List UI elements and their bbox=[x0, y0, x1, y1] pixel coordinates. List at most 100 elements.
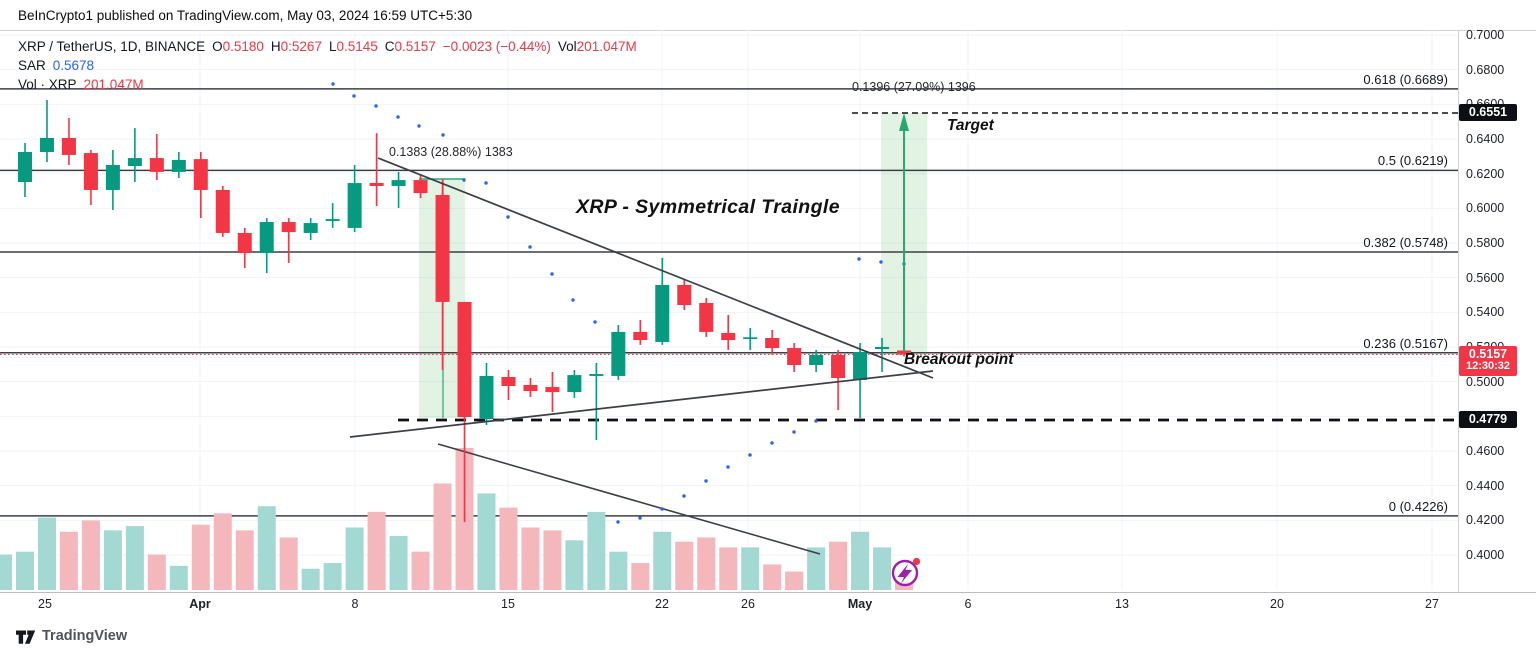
candle-body bbox=[259, 222, 274, 254]
fib-level-label: 0 (0.4226) bbox=[1388, 498, 1448, 514]
candle-body bbox=[193, 159, 208, 190]
bar-countdown: 12:30:32 bbox=[1465, 360, 1511, 372]
candle-body bbox=[875, 346, 890, 350]
candle-body bbox=[149, 158, 164, 172]
time-axis-label: 25 bbox=[38, 597, 52, 611]
volume-bar bbox=[125, 526, 144, 590]
sar-dot bbox=[593, 320, 597, 324]
last-price-badge: 0.5157 12:30:32 bbox=[1459, 346, 1517, 376]
candle-body bbox=[831, 354, 846, 379]
time-axis-label: Apr bbox=[189, 597, 211, 611]
candle-body bbox=[105, 164, 120, 190]
target-arrow-head bbox=[899, 113, 909, 131]
volume-bar bbox=[631, 563, 650, 590]
time-axis-label: 26 bbox=[741, 597, 755, 611]
sar-dot bbox=[660, 507, 664, 511]
candle-body bbox=[765, 337, 780, 349]
price-axis-label: 0.5400 bbox=[1466, 305, 1505, 320]
open-value: O0.5180 bbox=[212, 39, 264, 54]
candle-body bbox=[171, 159, 186, 172]
tradingview-branding[interactable]: TradingView bbox=[15, 627, 127, 645]
candle-body bbox=[853, 352, 868, 380]
price-axis-label: 0.5800 bbox=[1466, 235, 1505, 250]
candle-body bbox=[787, 348, 802, 366]
sar-dot bbox=[417, 124, 421, 128]
volume-bar bbox=[433, 483, 452, 590]
volume-bar bbox=[411, 551, 430, 590]
time-axis-label: May bbox=[847, 597, 873, 611]
candle-body bbox=[479, 375, 494, 420]
price-axis-label: 0.6400 bbox=[1466, 131, 1505, 146]
high-value: H0:5267 bbox=[270, 39, 322, 54]
target-annotation: Target bbox=[947, 117, 994, 134]
price-axis-border bbox=[1458, 30, 1459, 592]
sar-dot bbox=[792, 430, 796, 434]
volume-bar bbox=[741, 547, 760, 590]
candle-body bbox=[83, 153, 98, 190]
volume-bar bbox=[389, 536, 408, 590]
volume-bar bbox=[257, 506, 276, 590]
candle-body bbox=[18, 151, 32, 182]
price-axis-label: 0.4000 bbox=[1466, 547, 1505, 562]
volume-bar bbox=[81, 520, 100, 590]
target-price-badge: 0.6551 bbox=[1459, 104, 1517, 121]
time-axis-label: 20 bbox=[1270, 597, 1284, 611]
candle-body bbox=[567, 375, 582, 393]
symbol-description: XRP / TetherUS, 1D, BINANCE bbox=[18, 39, 206, 54]
change-value: −0.0023 (−0.44%) bbox=[442, 39, 551, 54]
legend[interactable]: XRP / TetherUS, 1D, BINANCE O0.5180 H0:5… bbox=[18, 37, 637, 94]
price-axis-label: 0.7000 bbox=[1466, 28, 1505, 42]
candle-body bbox=[347, 183, 362, 228]
sar-dot bbox=[616, 520, 620, 524]
volume-bar bbox=[235, 530, 254, 590]
sar-dot bbox=[879, 260, 883, 264]
volume-bar bbox=[323, 563, 342, 590]
attribution-text: BeInCrypto1 published on TradingView.com… bbox=[18, 8, 473, 23]
candle-body bbox=[303, 223, 318, 233]
candle-body bbox=[677, 284, 692, 306]
volume-bar bbox=[279, 537, 298, 590]
volume-bar bbox=[785, 571, 804, 590]
legend-symbol-row[interactable]: XRP / TetherUS, 1D, BINANCE O0.5180 H0:5… bbox=[18, 37, 637, 56]
volume-bar bbox=[543, 530, 562, 590]
volume-trendline bbox=[437, 443, 821, 555]
lightning-bolt-glyph bbox=[897, 564, 912, 584]
candle-body bbox=[61, 137, 76, 155]
time-axis-label: 6 bbox=[964, 597, 972, 611]
candle-body bbox=[215, 189, 230, 233]
price-axis-label: 0.4600 bbox=[1466, 443, 1505, 458]
breakdown-price-badge: 0.4779 bbox=[1459, 411, 1517, 428]
sar-dot bbox=[441, 133, 445, 137]
candle-body bbox=[743, 337, 758, 340]
candle-body bbox=[39, 137, 54, 152]
volume-bar bbox=[477, 493, 496, 590]
sar-dot bbox=[352, 94, 356, 98]
legend-sar-row[interactable]: SAR 0.5678 bbox=[18, 56, 637, 75]
volume-bar bbox=[873, 547, 892, 590]
sar-dot bbox=[550, 272, 554, 276]
candle-body bbox=[435, 194, 450, 302]
fib-extension-label-lower: 0.1383 (28.88%) 1383 bbox=[389, 145, 513, 159]
volume-bar bbox=[0, 554, 12, 590]
price-axis-label: 0.5000 bbox=[1466, 374, 1505, 389]
legend-volume-row[interactable]: Vol · XRP 201.047M bbox=[18, 75, 637, 94]
volume-bar bbox=[609, 551, 628, 590]
volume-bar bbox=[191, 524, 210, 590]
sar-dot bbox=[770, 441, 774, 445]
volume-bar bbox=[675, 541, 694, 590]
volume-bar bbox=[521, 527, 540, 590]
sar-dot bbox=[506, 215, 510, 219]
price-axis-label: 0.4200 bbox=[1466, 513, 1505, 528]
volume-bar bbox=[565, 540, 584, 590]
candle-body bbox=[501, 376, 516, 386]
price-axis-label: 0.5600 bbox=[1466, 270, 1505, 285]
volume-value: Vol201.047M bbox=[557, 39, 637, 54]
volume-bar bbox=[103, 530, 122, 590]
candle-body bbox=[897, 350, 911, 355]
candle-body bbox=[413, 180, 428, 194]
candle-body bbox=[809, 354, 824, 366]
candle-body bbox=[457, 301, 472, 418]
volume-bar bbox=[147, 554, 166, 590]
volume-bar bbox=[719, 547, 738, 590]
